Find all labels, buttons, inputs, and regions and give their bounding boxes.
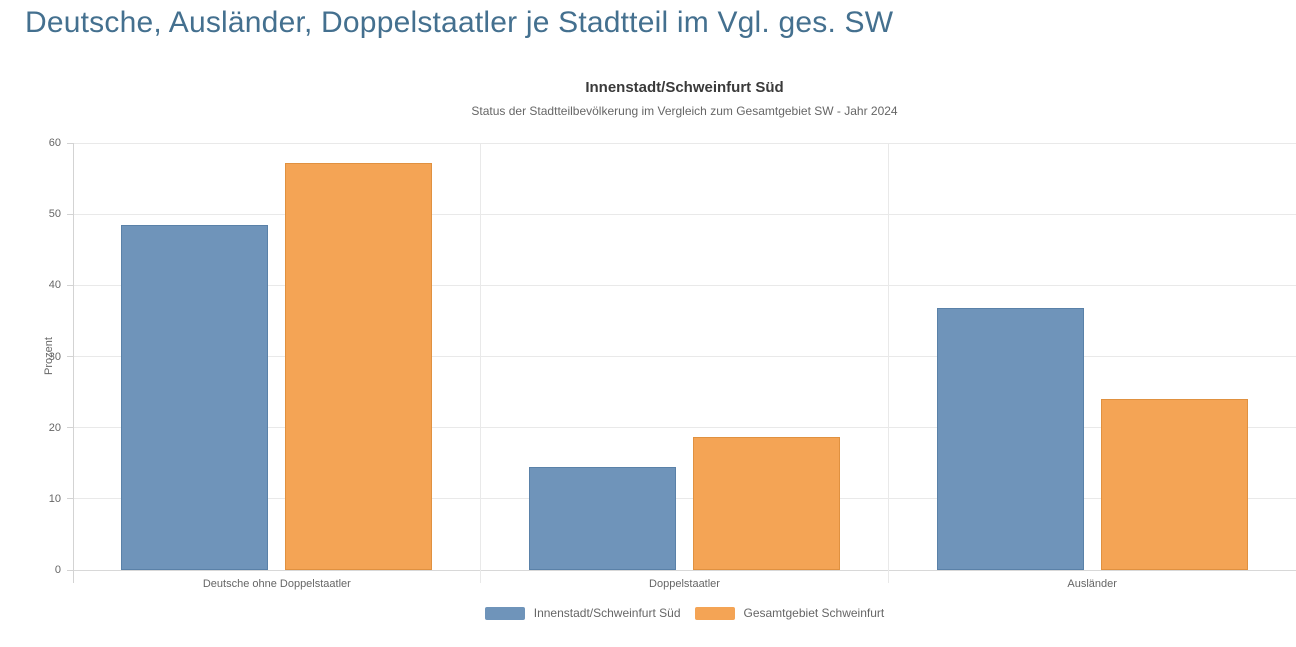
x-axis-labels: Deutsche ohne Doppelstaatler Doppelstaatl… [73,578,1296,594]
y-tick-label: 30 [48,350,61,363]
y-tick-label: 60 [48,137,61,149]
gridline-y-40 [73,284,1296,286]
bar-gesamt-2[interactable] [693,436,840,570]
legend-label: Innenstadt/Schweinfurt Süd [533,606,681,620]
x-axis-label-3: Ausländer [1067,578,1117,590]
bar-gesamt-3[interactable] [1100,399,1248,570]
y-tick-label: 50 [48,208,61,221]
x-axis-label-2: Doppelstaatler [649,578,720,590]
y-tick-label: 10 [48,492,61,505]
y-tick [67,356,73,357]
legend-label: Gesamtgebiet Schweinfurt [743,606,885,620]
category-separator [480,143,482,583]
y-tick [67,213,73,215]
legend-swatch-icon [484,606,525,620]
y-tick-label: 0 [54,564,61,576]
y-tick [67,284,73,286]
y-axis-line [73,143,74,583]
gridline-y-20 [73,427,1296,429]
chart-subtitle: Status der Stadtteilbevölkerung im Vergl… [471,104,898,118]
bar-stadtteil-3[interactable] [936,308,1084,570]
y-tick-label: 20 [48,421,61,434]
legend-item-gesamt[interactable]: Gesamtgebiet Schweinfurt [694,606,885,620]
category-separator [887,143,889,583]
y-tick-label: 40 [48,279,61,292]
gridline-y-30 [73,356,1296,357]
bar-gesamt-1[interactable] [285,162,433,570]
legend-item-stadtteil[interactable]: Innenstadt/Schweinfurt Süd [484,606,681,620]
legend-swatch-icon [694,606,735,620]
y-tick [67,427,73,429]
gridline-y-50 [73,213,1296,215]
x-axis-label-1: Deutsche ohne Doppelstaatler [202,578,351,590]
chart-title: Innenstadt/Schweinfurt Süd [585,79,784,96]
chart-legend: Innenstadt/Schweinfurt Süd Gesamtgebiet S… [73,606,1296,620]
page-title: Deutsche, Ausländer, Doppelstaatler je S… [25,6,894,39]
y-tick [67,142,73,144]
bar-stadtteil-2[interactable] [529,466,676,570]
y-tick [67,498,73,500]
gridline-y-60 [73,142,1296,144]
bar-stadtteil-1[interactable] [121,224,269,570]
gridline-y-0 [73,569,1296,571]
bar-chart-plot-area: 0 10 20 30 40 50 60 [49,137,1296,583]
gridline-y-10 [73,498,1296,500]
y-tick [67,569,73,571]
